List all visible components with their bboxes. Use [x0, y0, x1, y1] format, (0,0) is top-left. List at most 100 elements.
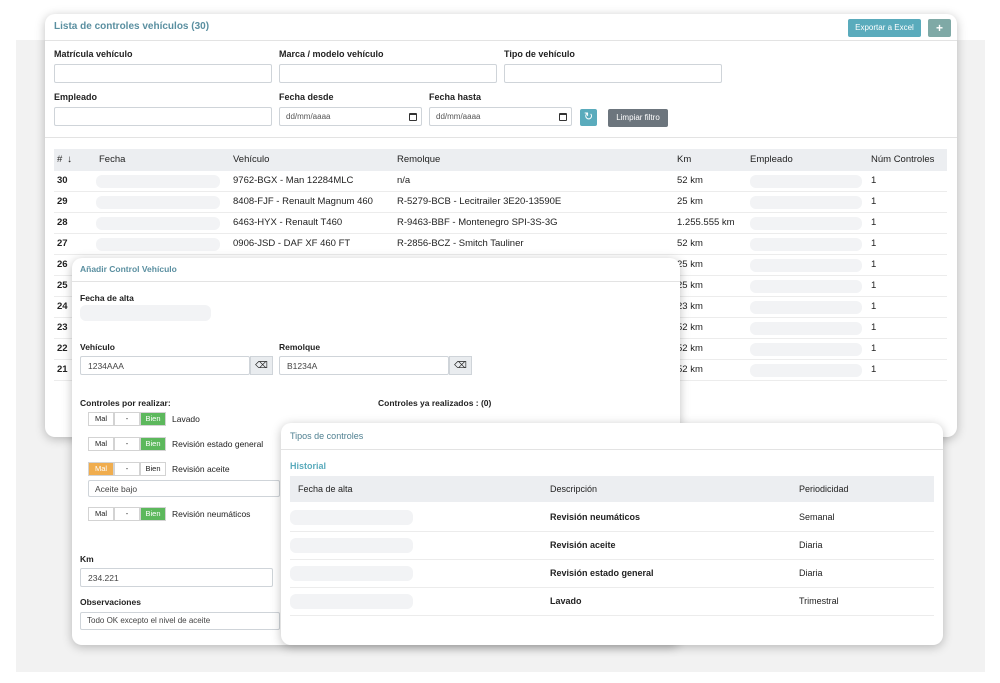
clear-filter-button[interactable]: Limpiar filtro — [608, 109, 668, 127]
row-divider — [54, 212, 947, 213]
row-controls: 1 — [871, 196, 877, 207]
row-description: Revisión aceite — [550, 540, 616, 550]
column-header: Descripción — [550, 484, 598, 494]
column-header: Km — [677, 154, 692, 165]
row-km: 25 km — [677, 259, 703, 270]
placeholder-bar — [750, 259, 862, 272]
pending-label: Controles por realizar: — [80, 398, 171, 408]
row-controls: 1 — [871, 280, 877, 291]
row-id: 21 — [57, 364, 68, 375]
row-trailer: R-2856-BCZ - Smitch Tauliner — [397, 238, 524, 249]
placeholder-bar — [290, 566, 413, 581]
control-name: Revisión aceite — [172, 464, 230, 474]
option-button[interactable]: Bien — [140, 507, 166, 521]
row-controls: 1 — [871, 217, 877, 228]
option-button[interactable]: Mal — [88, 437, 114, 451]
header-divider — [281, 449, 943, 450]
row-divider — [54, 233, 947, 234]
row-divider — [290, 559, 934, 560]
row-vehicle: 6463-HYX - Renault T460 — [233, 217, 343, 228]
option-button[interactable]: Mal — [88, 462, 114, 476]
row-trailer: R-9463-BBF - Montenegro SPI-3S-3G — [397, 217, 558, 228]
row-controls: 1 — [871, 343, 877, 354]
km-input[interactable]: 234.221 — [80, 568, 273, 587]
filter-input[interactable] — [279, 64, 497, 83]
placeholder-bar — [750, 217, 862, 230]
filter-label: Fecha hasta — [429, 92, 482, 102]
placeholder-bar — [290, 594, 413, 609]
row-divider — [54, 191, 947, 192]
column-header: Vehículo — [233, 154, 270, 165]
filter-input[interactable] — [54, 107, 272, 126]
column-header: Fecha de alta — [298, 484, 353, 494]
row-km: 25 km — [677, 280, 703, 291]
date-placeholder: dd/mm/aaaa — [436, 112, 481, 121]
placeholder-bar — [750, 280, 862, 293]
row-km: 1.255.555 km — [677, 217, 735, 228]
row-id: 23 — [57, 322, 68, 333]
row-vehicle: 8408-FJF - Renault Magnum 460 — [233, 196, 373, 207]
filter-input[interactable]: dd/mm/aaaa — [429, 107, 572, 126]
date-placeholder: dd/mm/aaaa — [286, 112, 331, 121]
export-button[interactable]: Exportar a Excel — [848, 19, 921, 37]
option-button[interactable]: Mal — [88, 507, 114, 521]
km-value: 234.221 — [88, 573, 119, 583]
option-button[interactable]: - — [114, 507, 140, 521]
row-period: Diaria — [799, 568, 823, 578]
placeholder-bar — [750, 238, 862, 251]
clear-trailer-button[interactable]: ⌫ — [449, 356, 472, 375]
calendar-icon — [559, 113, 567, 121]
row-vehicle: 9762-BGX - Man 12284MLC — [233, 175, 354, 186]
control-name: Lavado — [172, 414, 200, 424]
row-period: Trimestral — [799, 596, 839, 606]
refresh-button[interactable]: ↻ — [580, 109, 597, 126]
vehicle-label: Vehículo — [80, 342, 115, 352]
placeholder-bar — [96, 196, 220, 209]
row-period: Semanal — [799, 512, 835, 522]
placeholder-bar — [750, 301, 862, 314]
row-controls: 1 — [871, 238, 877, 249]
panel-title: Añadir Control Vehículo — [80, 264, 177, 274]
row-km: 23 km — [677, 301, 703, 312]
vehicle-input[interactable]: 1234AAA — [80, 356, 250, 375]
filter-input[interactable] — [54, 64, 272, 83]
option-button[interactable]: Mal — [88, 412, 114, 426]
filter-input[interactable] — [504, 64, 722, 83]
row-km: 52 km — [677, 175, 703, 186]
option-button[interactable]: - — [114, 462, 140, 476]
placeholder-bar — [80, 305, 211, 321]
row-id: 24 — [57, 301, 68, 312]
row-divider — [290, 531, 934, 532]
calendar-icon — [409, 113, 417, 121]
notes-input[interactable]: Todo OK excepto el nivel de aceite — [80, 612, 280, 630]
option-button[interactable]: - — [114, 412, 140, 426]
placeholder-bar — [96, 217, 220, 230]
option-button[interactable]: Bien — [140, 462, 166, 476]
section-divider — [45, 137, 957, 138]
row-period: Diaria — [799, 540, 823, 550]
km-label: Km — [80, 554, 94, 564]
row-km: 52 km — [677, 238, 703, 249]
header-divider — [72, 281, 680, 282]
filter-input[interactable]: dd/mm/aaaa — [279, 107, 422, 126]
option-button[interactable]: - — [114, 437, 140, 451]
column-header: Fecha — [99, 154, 126, 165]
column-header: # — [57, 154, 63, 165]
clear-vehicle-button[interactable]: ⌫ — [250, 356, 273, 375]
note-value: Aceite bajo — [95, 484, 138, 494]
note-input[interactable]: Aceite bajo — [88, 480, 280, 497]
option-button[interactable]: Bien — [140, 412, 166, 426]
section-title: Historial — [290, 461, 327, 471]
row-id: 27 — [57, 238, 68, 249]
vehicle-value: 1234AAA — [88, 361, 124, 371]
option-button[interactable]: Bien — [140, 437, 166, 451]
row-divider — [290, 615, 934, 616]
row-vehicle: 0906-JSD - DAF XF 460 FT — [233, 238, 351, 249]
row-trailer: n/a — [397, 175, 411, 186]
table-header — [290, 476, 934, 502]
add-button[interactable]: + — [928, 19, 951, 37]
row-divider — [290, 587, 934, 588]
row-km: 52 km — [677, 364, 703, 375]
trailer-input[interactable]: B1234A — [279, 356, 449, 375]
table-header — [54, 149, 947, 171]
